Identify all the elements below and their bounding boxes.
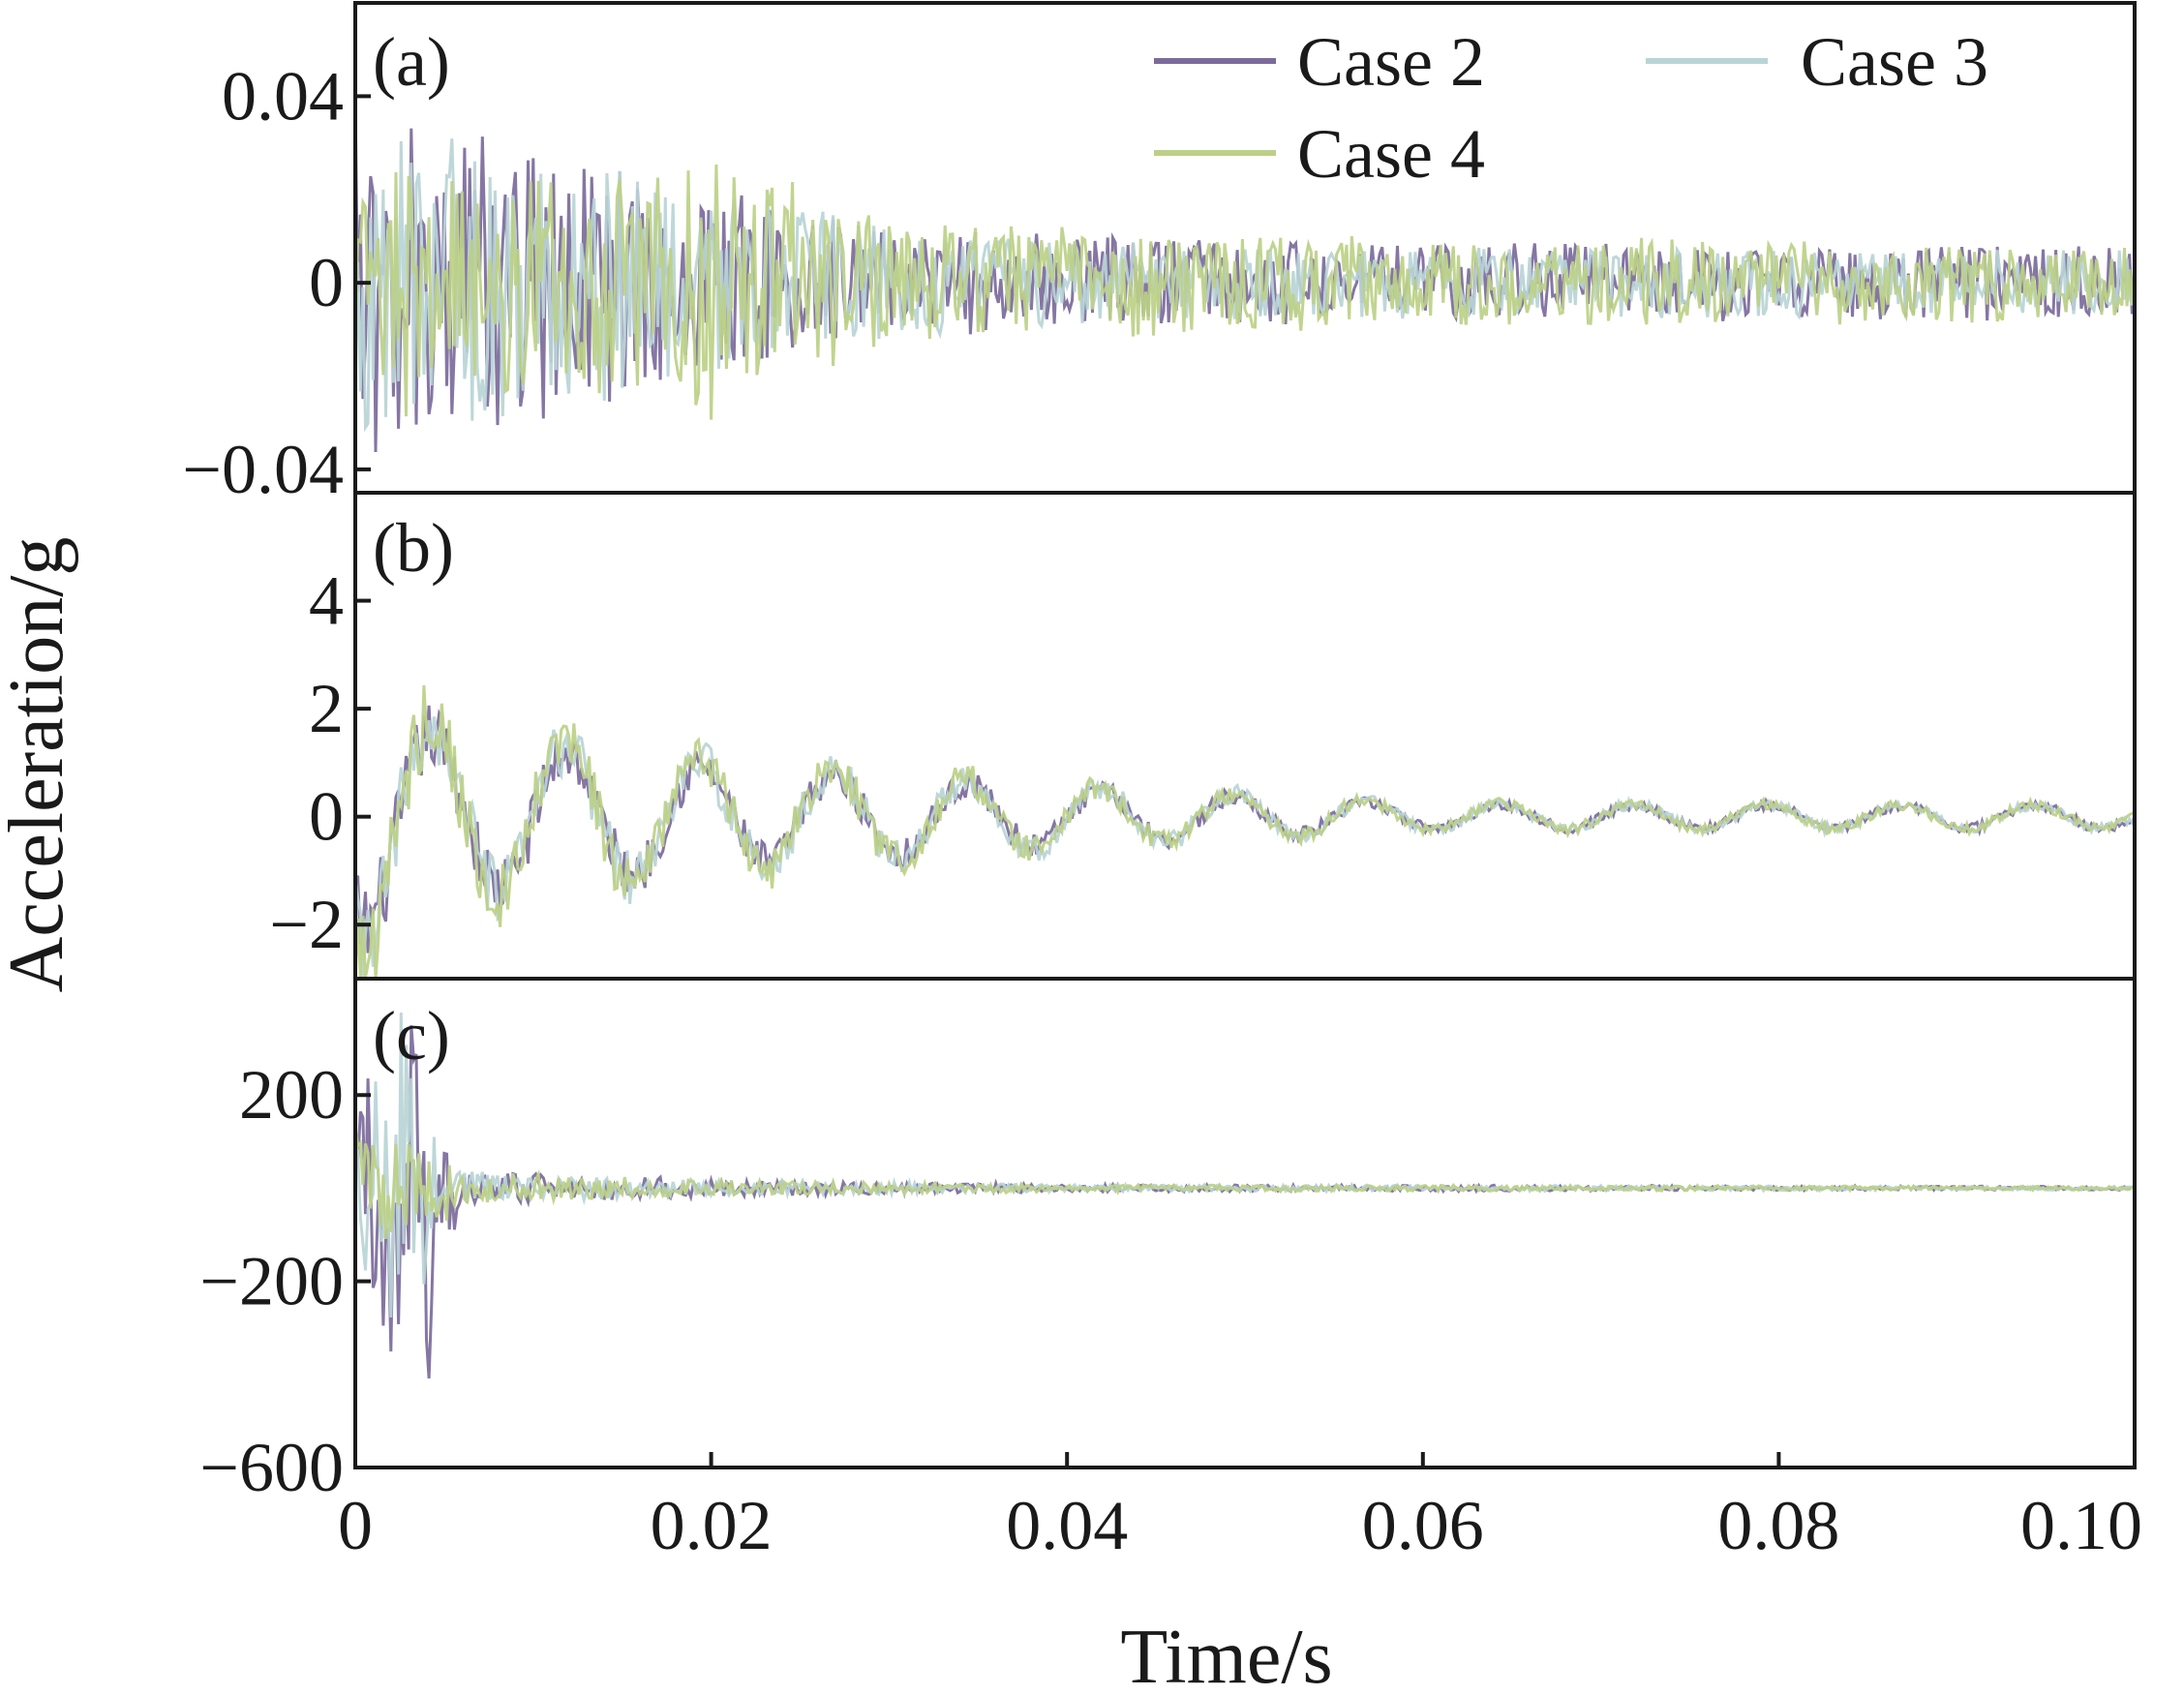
panel-label-b: (b): [373, 509, 454, 587]
panel-b-ytick-label: −2: [269, 886, 344, 963]
panel-b-frame: [353, 491, 2137, 981]
panel-c-series-case-4: [353, 1127, 2136, 1239]
panel-b-ytick-label: 0: [309, 778, 344, 856]
panel-a-ytick-label: 0: [309, 244, 344, 321]
panel-label-a: (a): [373, 23, 450, 101]
panel-c-series-case-3: [353, 1012, 2136, 1318]
panel-c-series-case-2: [353, 1025, 2136, 1378]
traces-layer: [353, 103, 2137, 1378]
xtick-label: 0.10: [2020, 1487, 2142, 1564]
legend-label-case-4: Case 4: [1297, 115, 1485, 193]
panel-a-ytick-label: 0.04: [222, 57, 344, 135]
panel-a-series-case-3: [353, 138, 2137, 433]
panel-a-series-case-4: [353, 164, 2137, 420]
panel-label-c: (c): [373, 997, 450, 1075]
x-axis-title: Time/s: [1120, 1615, 1332, 1695]
panel-c-ytick-label: 200: [239, 1056, 344, 1134]
panel-b-series-case-2: [353, 705, 2137, 953]
xtick-label: 0.08: [1717, 1487, 1839, 1564]
panel-b-ytick-label: 2: [309, 670, 344, 747]
panel-a-ytick-label: −0.04: [182, 431, 344, 508]
legend-label-case-3: Case 3: [1801, 23, 1988, 101]
xtick-label: 0.02: [651, 1487, 773, 1564]
panel-b-series-case-3: [353, 711, 2137, 980]
ticks-layer: −0.04 0 0.04 −2 0 2 4 −600 −200 200 0 0.02 0.04 0.06 0…: [182, 57, 2142, 1564]
xtick-label: 0: [338, 1487, 373, 1564]
panel-b-series-case-4: [353, 684, 2136, 980]
legend: Case 2 Case 3 Case 4: [1154, 23, 1988, 193]
panel-c-ytick-label: −200: [199, 1243, 344, 1320]
xtick-label: 0.04: [1006, 1487, 1128, 1564]
legend-label-case-2: Case 2: [1297, 23, 1485, 101]
panel-c-ytick-label: −600: [199, 1429, 344, 1506]
panel-b-ytick-label: 4: [309, 562, 344, 640]
y-axis-title: Acceleration/g: [0, 537, 79, 993]
panel-c-frame: [353, 977, 2137, 1469]
xtick-label: 0.06: [1362, 1487, 1484, 1564]
